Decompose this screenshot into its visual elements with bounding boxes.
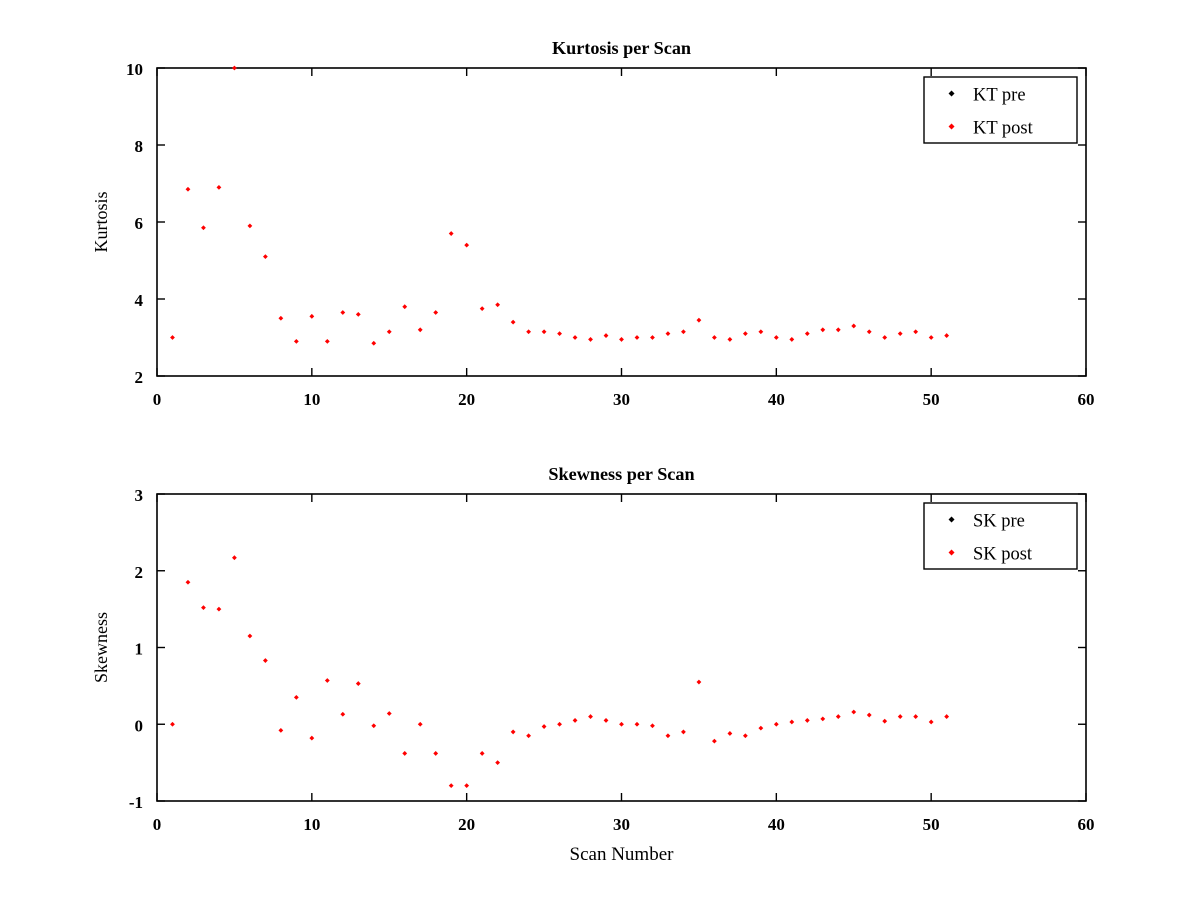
svg-text:8: 8 — [135, 137, 144, 156]
svg-text:1: 1 — [135, 640, 144, 659]
svg-text:SK post: SK post — [973, 545, 1033, 565]
svg-text:20: 20 — [458, 390, 475, 409]
svg-text:Skewness per Scan: Skewness per Scan — [548, 464, 694, 484]
svg-text:30: 30 — [613, 390, 630, 409]
svg-text:10: 10 — [303, 390, 320, 409]
svg-text:0: 0 — [153, 815, 162, 834]
svg-text:40: 40 — [768, 390, 785, 409]
svg-text:3: 3 — [135, 486, 144, 505]
svg-text:KT post: KT post — [973, 119, 1034, 139]
svg-text:50: 50 — [923, 815, 940, 834]
svg-text:Skewness: Skewness — [91, 612, 111, 683]
svg-text:4: 4 — [135, 291, 144, 310]
svg-text:10: 10 — [303, 815, 320, 834]
svg-text:60: 60 — [1078, 815, 1095, 834]
svg-text:0: 0 — [135, 716, 144, 735]
svg-text:KT pre: KT pre — [973, 86, 1026, 106]
svg-text:Scan Number: Scan Number — [570, 844, 675, 865]
svg-text:2: 2 — [135, 563, 144, 582]
svg-text:10: 10 — [126, 60, 143, 79]
svg-text:30: 30 — [613, 815, 630, 834]
svg-text:50: 50 — [923, 390, 940, 409]
svg-text:40: 40 — [768, 815, 785, 834]
svg-text:60: 60 — [1078, 390, 1095, 409]
svg-text:Kurtosis: Kurtosis — [91, 191, 111, 252]
svg-text:-1: -1 — [129, 793, 143, 812]
svg-text:Kurtosis per Scan: Kurtosis per Scan — [552, 38, 691, 58]
svg-text:2: 2 — [135, 368, 144, 387]
svg-text:20: 20 — [458, 815, 475, 834]
svg-text:6: 6 — [135, 214, 144, 233]
svg-text:SK pre: SK pre — [973, 512, 1025, 532]
svg-text:0: 0 — [153, 390, 162, 409]
